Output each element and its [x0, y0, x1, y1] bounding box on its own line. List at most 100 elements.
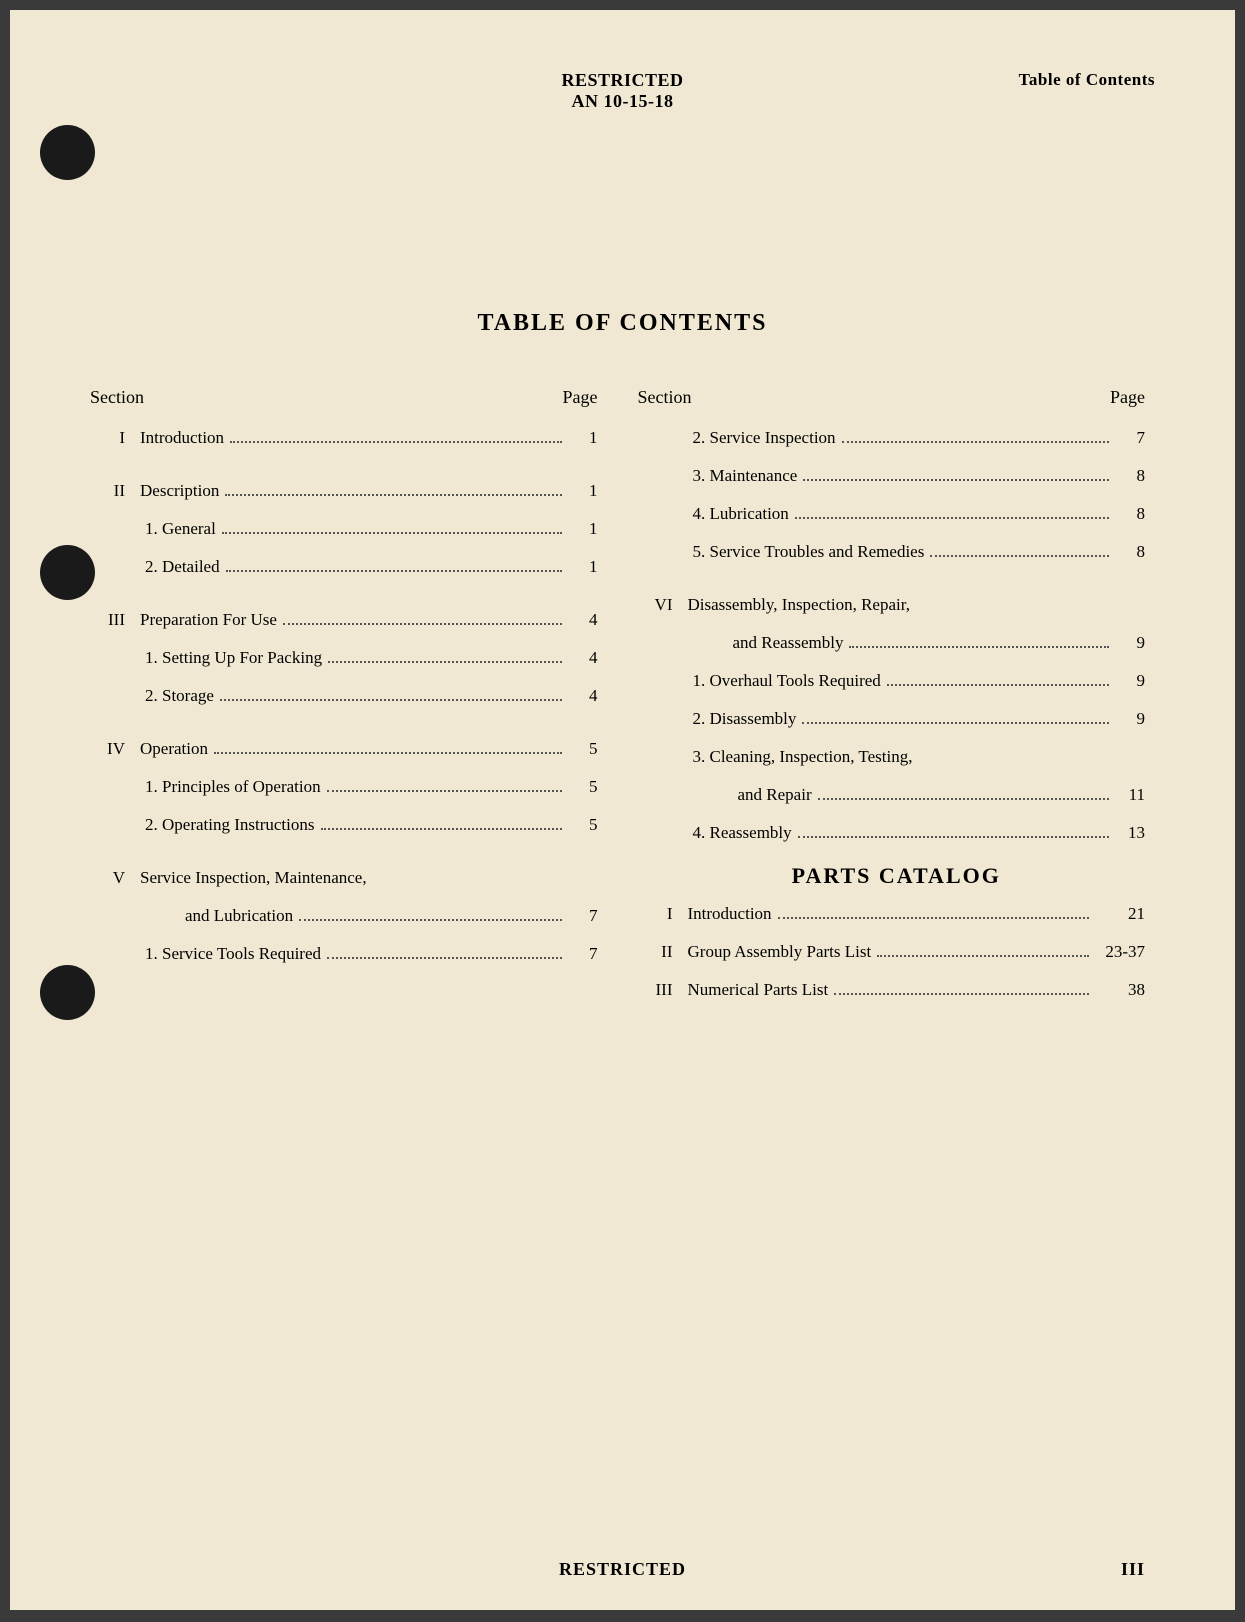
leader-dots	[214, 752, 562, 754]
leader-dots	[930, 555, 1109, 557]
page-number: 4	[568, 648, 608, 668]
page-number: 21	[1095, 904, 1155, 924]
leader-dots	[222, 532, 562, 534]
parts-catalog-entry: IIntroduction21	[638, 904, 1156, 924]
leader-dots	[887, 684, 1109, 686]
roman-numeral: I	[638, 904, 688, 924]
page-container: RESTRICTED AN 10-15-18 Table of Contents…	[10, 10, 1235, 1610]
entry-text: 1. Setting Up For Packing	[145, 648, 322, 668]
toc-main-entry: VService Inspection, Maintenance,	[90, 868, 608, 888]
entry-text: 5. Service Troubles and Remedies	[693, 542, 925, 562]
toc-main-entry: IVOperation 5	[90, 739, 608, 759]
roman-numeral: IV	[90, 739, 140, 759]
toc-sub-entry: 2. Service Inspection 7	[638, 428, 1156, 448]
page-number: 23-37	[1095, 942, 1155, 962]
parts-catalog-title: PARTS CATALOG	[638, 863, 1156, 889]
leader-dots	[328, 661, 561, 663]
leader-dots	[834, 993, 1089, 995]
header-right-label: Table of Contents	[1019, 70, 1155, 90]
entry-text: and Lubrication	[185, 906, 293, 926]
leader-dots	[877, 955, 1089, 957]
column-header: Section Page	[90, 387, 608, 408]
entry-text: and Reassembly	[733, 633, 844, 653]
roman-numeral: II	[638, 942, 688, 962]
entry-text: Group Assembly Parts List	[688, 942, 872, 962]
entry-text: 2. Service Inspection	[693, 428, 836, 448]
entry-text: Description	[140, 481, 219, 501]
leader-dots	[283, 623, 562, 625]
page-number: 5	[568, 777, 608, 797]
toc-sub-entry: 2. Disassembly 9	[638, 709, 1156, 729]
page-number: 7	[568, 906, 608, 926]
binder-hole	[40, 545, 95, 600]
page-title: TABLE OF CONTENTS	[90, 310, 1155, 337]
page-header-label: Page	[1110, 387, 1155, 408]
toc-sub-entry: 1. Overhaul Tools Required9	[638, 671, 1156, 691]
page-number: 8	[1115, 504, 1155, 524]
page-footer: RESTRICTED III	[10, 1559, 1235, 1580]
toc-sub-entry: 2. Operating Instructions5	[90, 815, 608, 835]
toc-main-entry: IIDescription1	[90, 481, 608, 501]
parts-catalog-container: IIntroduction21 IIGroup Assembly Parts Li…	[638, 904, 1156, 1000]
leader-dots	[327, 957, 561, 959]
entry-text: 4. Reassembly	[693, 823, 792, 843]
page-number: 4	[568, 686, 608, 706]
page-number: 13	[1115, 823, 1155, 843]
left-entries-container: IIntroduction1IIDescription11. General12…	[90, 428, 608, 964]
section-gap	[90, 595, 608, 610]
section-gap	[90, 466, 608, 481]
leader-dots	[842, 441, 1109, 443]
toc-continuation: and Reassembly 9	[638, 633, 1156, 653]
entry-text: Disassembly, Inspection, Repair,	[688, 595, 910, 615]
toc-continuation: and Repair11	[638, 785, 1156, 805]
page-number: 9	[1115, 709, 1155, 729]
toc-sub-entry: 4. Reassembly 13	[638, 823, 1156, 843]
page-number: 7	[1115, 428, 1155, 448]
toc-main-entry: IIIPreparation For Use4	[90, 610, 608, 630]
page-number: 38	[1095, 980, 1155, 1000]
entry-text: 2. Disassembly	[693, 709, 797, 729]
page-number: 5	[568, 739, 608, 759]
leader-dots	[226, 570, 562, 572]
page-number: 8	[1115, 542, 1155, 562]
leader-dots	[321, 828, 562, 830]
page-number: 11	[1115, 785, 1155, 805]
entry-text: Service Inspection, Maintenance,	[140, 868, 367, 888]
section-gap	[90, 724, 608, 739]
entry-text: 4. Lubrication	[693, 504, 789, 524]
section-header-label: Section	[90, 387, 144, 408]
page-number: 8	[1115, 466, 1155, 486]
entry-text: Introduction	[140, 428, 224, 448]
roman-numeral: III	[90, 610, 140, 630]
page-number: 7	[568, 944, 608, 964]
leader-dots	[795, 517, 1109, 519]
toc-sub-entry: 1. Setting Up For Packing 4	[90, 648, 608, 668]
leader-dots	[220, 699, 562, 701]
page-number: 9	[1115, 633, 1155, 653]
entry-text: Preparation For Use	[140, 610, 277, 630]
page-number: 1	[568, 428, 608, 448]
page-number: 5	[568, 815, 608, 835]
section-gap	[90, 853, 608, 868]
leader-dots	[818, 798, 1109, 800]
right-entries-container: 2. Service Inspection 7 3. Maintenance8 4. …	[638, 428, 1156, 843]
entry-text: Operation	[140, 739, 208, 759]
toc-sub-entry: 2. Storage4	[90, 686, 608, 706]
leader-dots	[299, 919, 561, 921]
toc-sub-entry: 5. Service Troubles and Remedies 8	[638, 542, 1156, 562]
section-gap	[638, 580, 1156, 595]
leader-dots	[802, 722, 1109, 724]
binder-hole	[40, 125, 95, 180]
leader-dots	[778, 917, 1089, 919]
leader-dots	[225, 494, 561, 496]
page-number: 1	[568, 481, 608, 501]
roman-numeral: I	[90, 428, 140, 448]
toc-sub-entry: 3. Maintenance8	[638, 466, 1156, 486]
roman-numeral: III	[638, 980, 688, 1000]
roman-numeral: VI	[638, 595, 688, 615]
section-header-label: Section	[638, 387, 692, 408]
toc-sub-entry: 1. General1	[90, 519, 608, 539]
right-column: Section Page 2. Service Inspection 7 3. Ma…	[638, 387, 1156, 1018]
leader-dots	[849, 646, 1109, 648]
leader-dots	[803, 479, 1109, 481]
